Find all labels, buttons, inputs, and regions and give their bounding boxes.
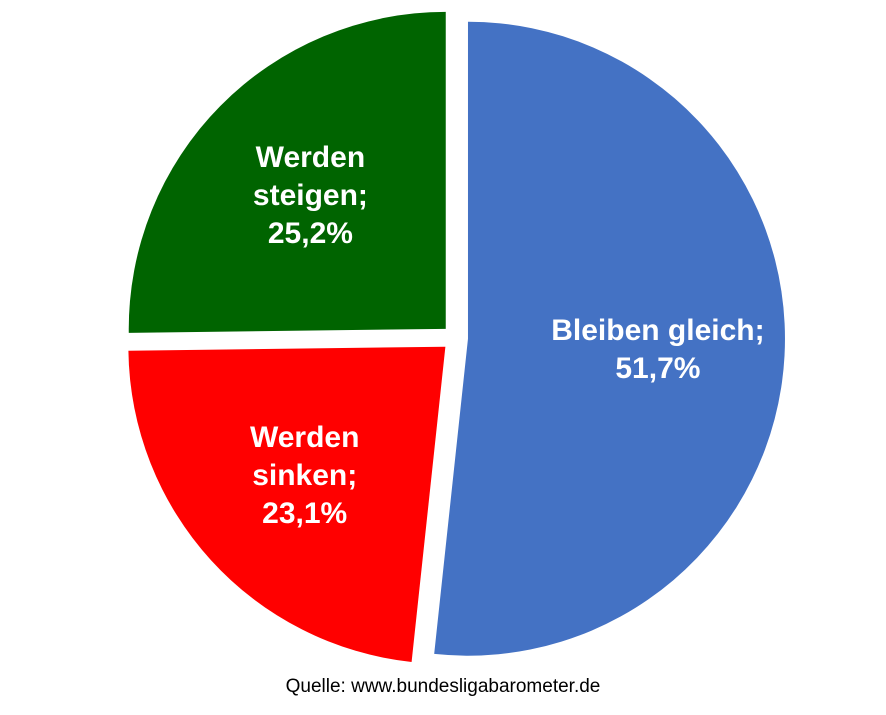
slice-label-line: sinken; bbox=[252, 459, 357, 492]
pie-slices bbox=[128, 11, 785, 662]
pie-slice-bleiben-gleich bbox=[434, 21, 785, 656]
pie-labels: Bleiben gleich; 51,7%Werden sinken; 23,1%We… bbox=[250, 141, 765, 530]
slice-label-line: 51,7% bbox=[615, 352, 700, 385]
slice-label-line: Werden bbox=[250, 421, 359, 454]
slice-label-werden-sinken: Werden sinken; 23,1% bbox=[250, 421, 359, 530]
slice-label-line: Werden bbox=[256, 141, 365, 174]
slice-label-line: 25,2% bbox=[268, 217, 353, 250]
source-note: Quelle: www.bundesligabarometer.de bbox=[285, 676, 601, 697]
slice-label-bleiben-gleich: Bleiben gleich; 51,7% bbox=[551, 314, 764, 385]
slice-label-werden-steigen: Werden steigen; 25,2% bbox=[253, 141, 368, 250]
slice-label-line: 23,1% bbox=[262, 497, 347, 530]
pie-slice-werden-steigen bbox=[128, 11, 446, 333]
slice-label-line: steigen; bbox=[253, 179, 368, 212]
pie-slice-werden-sinken bbox=[128, 346, 446, 662]
slice-label-line: Bleiben gleich; bbox=[551, 314, 764, 347]
